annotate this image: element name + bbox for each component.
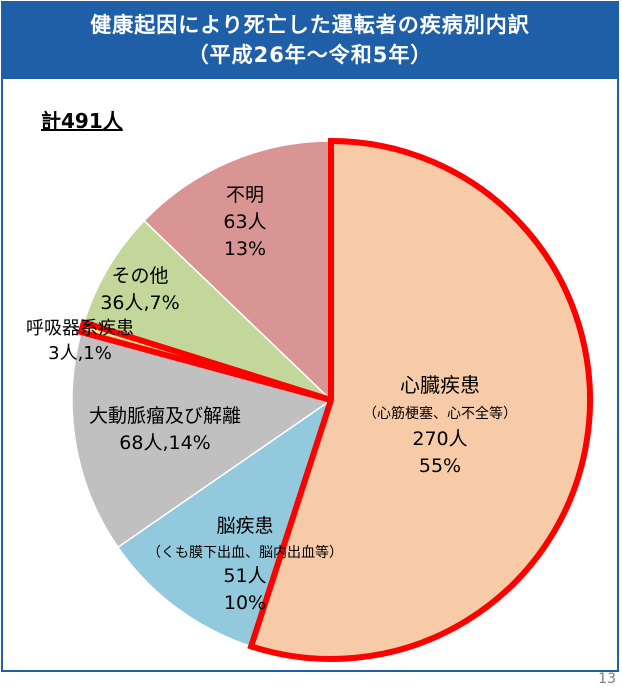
chart-subtitle: （平成26年～令和5年）: [187, 43, 433, 67]
slice-label-2-name: 大動脈瘤及び解離: [89, 405, 241, 427]
slice-label-1-name: 脳疾患: [216, 515, 273, 537]
title-banner: 健康起因により死亡した運転者の疾病別内訳 （平成26年～令和5年）: [3, 3, 617, 79]
slice-label-1-detail: （くも膜下出血、脳内出血等）: [147, 544, 343, 561]
slice-label-4-count-label: 36人,7%: [100, 292, 179, 314]
slice-label-0-detail: （心筋梗塞、心不全等）: [363, 405, 517, 422]
highlight-border-0: [247, 137, 593, 662]
pie-slice-5: [143, 140, 332, 402]
slice-label-3-name: 呼吸器系疾患: [26, 318, 134, 339]
slice-label-1-percent-label: 10%: [224, 592, 266, 614]
highlight-border-3: [77, 318, 332, 403]
slice-label-5-percent-label: 13%: [224, 238, 266, 260]
pie-slice-2: [71, 331, 333, 549]
slice-label-0-count-label: 270人: [412, 428, 467, 450]
slice-label-3-count-label: 3人,1%: [48, 343, 112, 364]
chart-title: 健康起因により死亡した運転者の疾病別内訳: [90, 13, 530, 37]
slice-label-0-name: 心臓疾患: [400, 373, 480, 397]
slice-label-1-count-label: 51人: [223, 565, 266, 587]
slice-label-5-count-label: 63人: [223, 211, 266, 233]
slice-label-2-count-label: 68人,14%: [119, 432, 210, 454]
page-number: 13: [598, 671, 616, 687]
slice-label-0-percent-label: 55%: [419, 455, 461, 477]
pie-slice-1: [116, 398, 333, 648]
slice-label-5-name: 不明: [226, 184, 264, 206]
slice-label-4-name: その他: [111, 265, 168, 287]
total-count: 計491人: [41, 109, 123, 133]
